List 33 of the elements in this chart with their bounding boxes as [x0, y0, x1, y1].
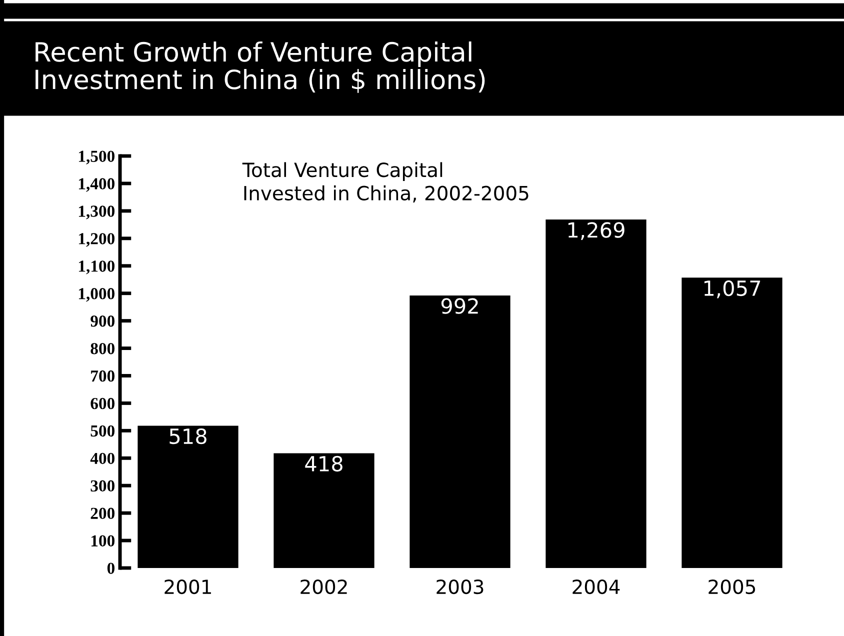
- bar: [138, 426, 238, 568]
- y-tick-label: 1,500: [78, 150, 115, 164]
- chart-title: Recent Growth of Venture Capital Investment in China (in $ millions): [36, 41, 485, 93]
- x-tick-label: 2001: [164, 579, 211, 594]
- y-tick-label: 1,000: [78, 288, 115, 302]
- y-tick-label: 1,100: [78, 260, 115, 274]
- bar: [546, 219, 646, 568]
- bar: [682, 278, 782, 568]
- data-label: 418: [305, 456, 342, 472]
- x-tick-label: 2005: [708, 579, 756, 594]
- x-tick-label: 2003: [436, 579, 484, 594]
- y-tick-label: 100: [91, 535, 115, 546]
- y-tick-label: 1,200: [78, 233, 115, 247]
- data-label: 1,269: [568, 222, 624, 240]
- y-tick-label: 700: [91, 370, 115, 382]
- y-tick-label: 200: [90, 508, 115, 520]
- y-tick-label: 300: [90, 480, 115, 492]
- data-label: 1,057: [704, 280, 760, 298]
- bar: [410, 296, 510, 568]
- data-label: 992: [441, 298, 478, 314]
- x-tick-label: 2002: [300, 579, 347, 594]
- y-tick-label: 400: [90, 452, 115, 464]
- y-tick-label: 900: [90, 316, 115, 327]
- y-tick-label: 0: [107, 562, 115, 574]
- y-tick-label: 1,300: [78, 206, 115, 220]
- bar: [274, 453, 374, 568]
- y-tick-label: 500: [90, 425, 115, 437]
- data-label: 518: [170, 428, 206, 444]
- y-tick-label: 600: [90, 398, 115, 410]
- text: Total Venture Capital Invested in China, 2002-2005: [242, 162, 528, 202]
- x-tick-label: 2004: [572, 579, 620, 594]
- y-tick-label: 1,400: [78, 178, 115, 192]
- y-tick-label: 800: [90, 342, 115, 354]
